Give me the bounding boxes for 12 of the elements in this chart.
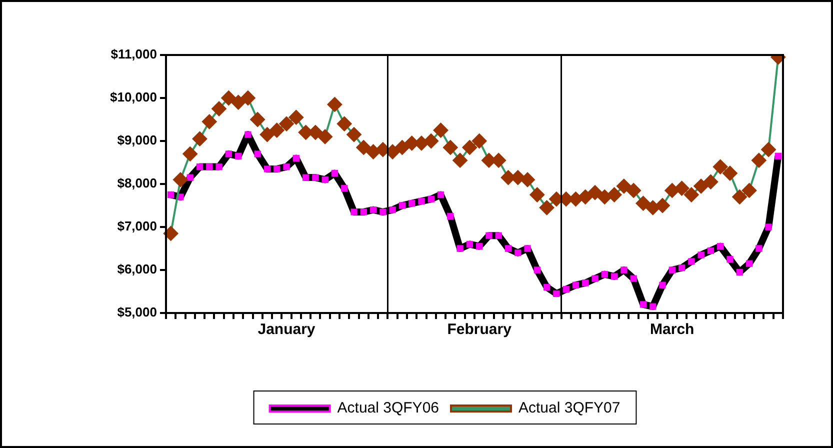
x-tick-label: February (447, 321, 512, 338)
y-tick-label: $9,000 (117, 132, 157, 148)
y-tick-label: $7,000 (117, 218, 157, 234)
y-tick-label: $8,000 (117, 176, 157, 191)
legend-label: Actual 3QFY07 (518, 400, 620, 417)
y-tick-label: $5,000 (117, 304, 157, 320)
y-tick-label: $6,000 (117, 262, 157, 277)
y-tick-label: $10,000 (110, 90, 157, 105)
x-tick-label: January (258, 321, 316, 338)
x-tick-label: March (650, 321, 694, 338)
legend-label: Actual 3QFY06 (337, 400, 439, 417)
y-tick-label: $11,000 (110, 46, 157, 62)
